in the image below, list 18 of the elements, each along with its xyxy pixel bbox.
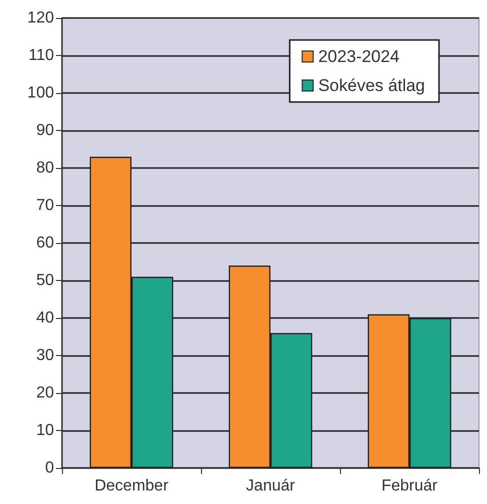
- y-tick-label: 50: [36, 272, 54, 289]
- x-tick-label: Január: [246, 478, 296, 494]
- x-tick-label: Február: [381, 478, 438, 494]
- y-tick-label: 40: [36, 310, 54, 326]
- y-tick-label: 120: [27, 10, 54, 26]
- y-tick-label: 100: [27, 84, 54, 102]
- y-tick-label: 110: [28, 47, 54, 64]
- y-tick-label: 10: [36, 422, 54, 439]
- legend-label: 2023-2024: [318, 47, 400, 66]
- legend-label: Sokéves átlag: [318, 76, 426, 95]
- y-tick-label: 70: [36, 197, 54, 214]
- y-tick-label: 20: [36, 384, 54, 402]
- x-tick-label: December: [94, 478, 170, 494]
- y-tick-label: 60: [36, 234, 54, 252]
- y-tick-label: 0: [45, 460, 54, 476]
- y-tick-label: 30: [36, 347, 54, 364]
- y-tick-label: 90: [36, 122, 54, 139]
- y-tick-label: 80: [36, 160, 54, 176]
